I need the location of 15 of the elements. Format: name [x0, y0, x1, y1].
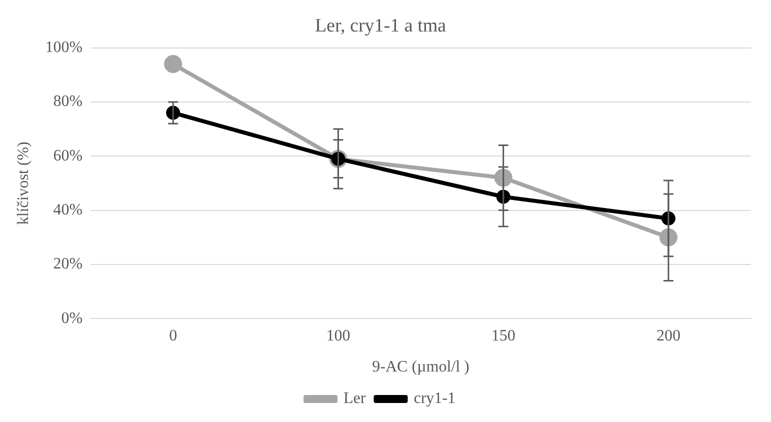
- x-tick-label: 150: [491, 327, 516, 344]
- legend-label: cry1-1: [414, 390, 456, 408]
- y-axis-title: klíčivost (%): [14, 142, 32, 225]
- legend-label: Ler: [344, 390, 366, 408]
- y-tick-label: 80%: [53, 93, 83, 110]
- y-tick-label: 100%: [45, 39, 83, 56]
- y-tick-label: 0%: [61, 310, 83, 327]
- x-tick-label: 100: [326, 327, 350, 344]
- y-tick-label: 40%: [53, 201, 83, 218]
- y-tick-label: 60%: [53, 147, 83, 164]
- x-tick-label: 0: [169, 327, 178, 344]
- x-axis-title: 9-AC (µmol/l ): [372, 358, 470, 376]
- y-tick-label: 20%: [53, 256, 83, 273]
- x-tick-label: 200: [656, 327, 680, 344]
- chart-title: Ler, cry1-1 a tma: [314, 15, 447, 36]
